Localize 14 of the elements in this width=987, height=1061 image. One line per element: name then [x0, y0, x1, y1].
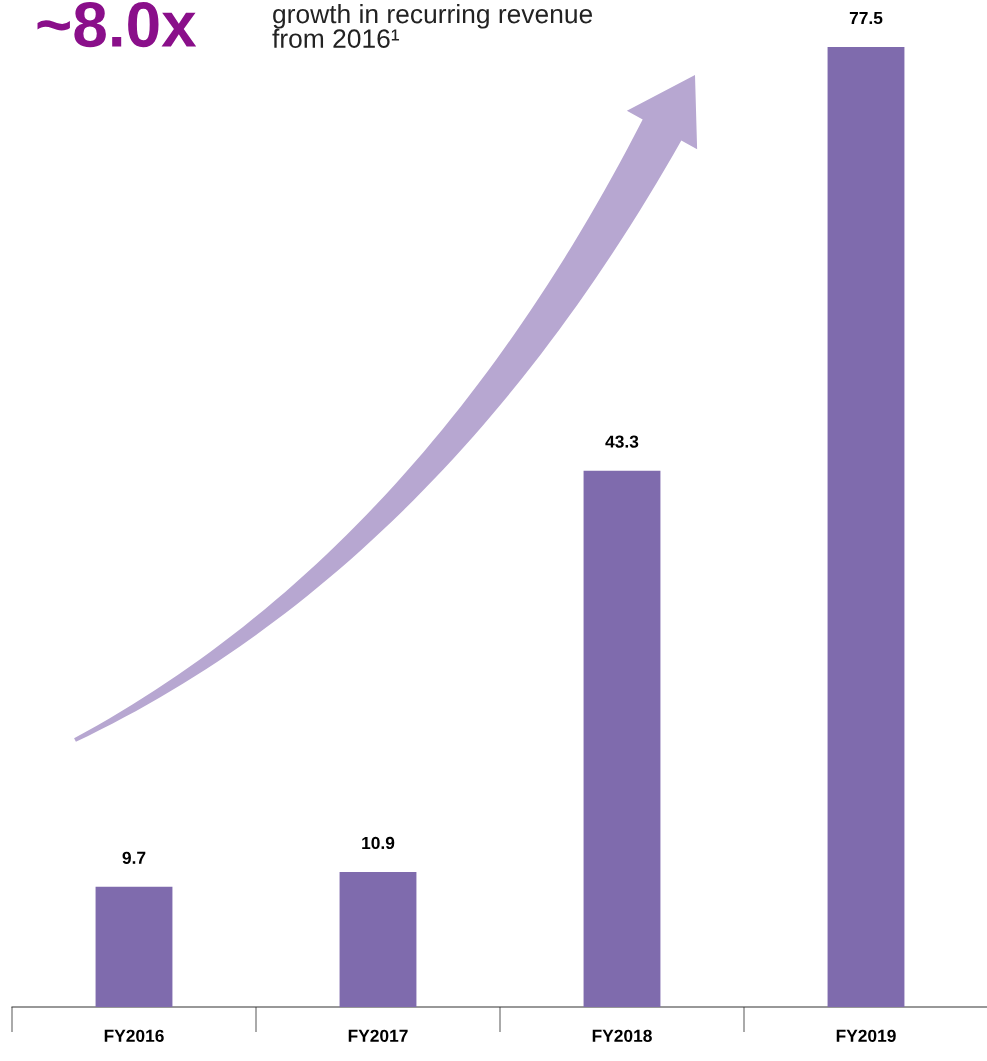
x-tick-label: FY2018: [592, 1029, 652, 1042]
x-tick-label: FY2016: [104, 1029, 164, 1042]
bar: [339, 871, 417, 1007]
x-tick-label: FY2019: [836, 1029, 896, 1042]
data-label: 43.3: [605, 435, 639, 448]
bar: [827, 47, 905, 1007]
data-label: 10.9: [362, 836, 395, 850]
annotation: ~8.0x: [37, 1, 197, 48]
x-tick-label: FY2017: [348, 1029, 408, 1042]
bar: [95, 886, 173, 1007]
data-label: 77.5: [849, 12, 883, 25]
data-label: 9.7: [122, 851, 146, 864]
bar: [583, 470, 661, 1007]
annotation: growth in recurring revenue from 2016¹: [272, 4, 593, 48]
